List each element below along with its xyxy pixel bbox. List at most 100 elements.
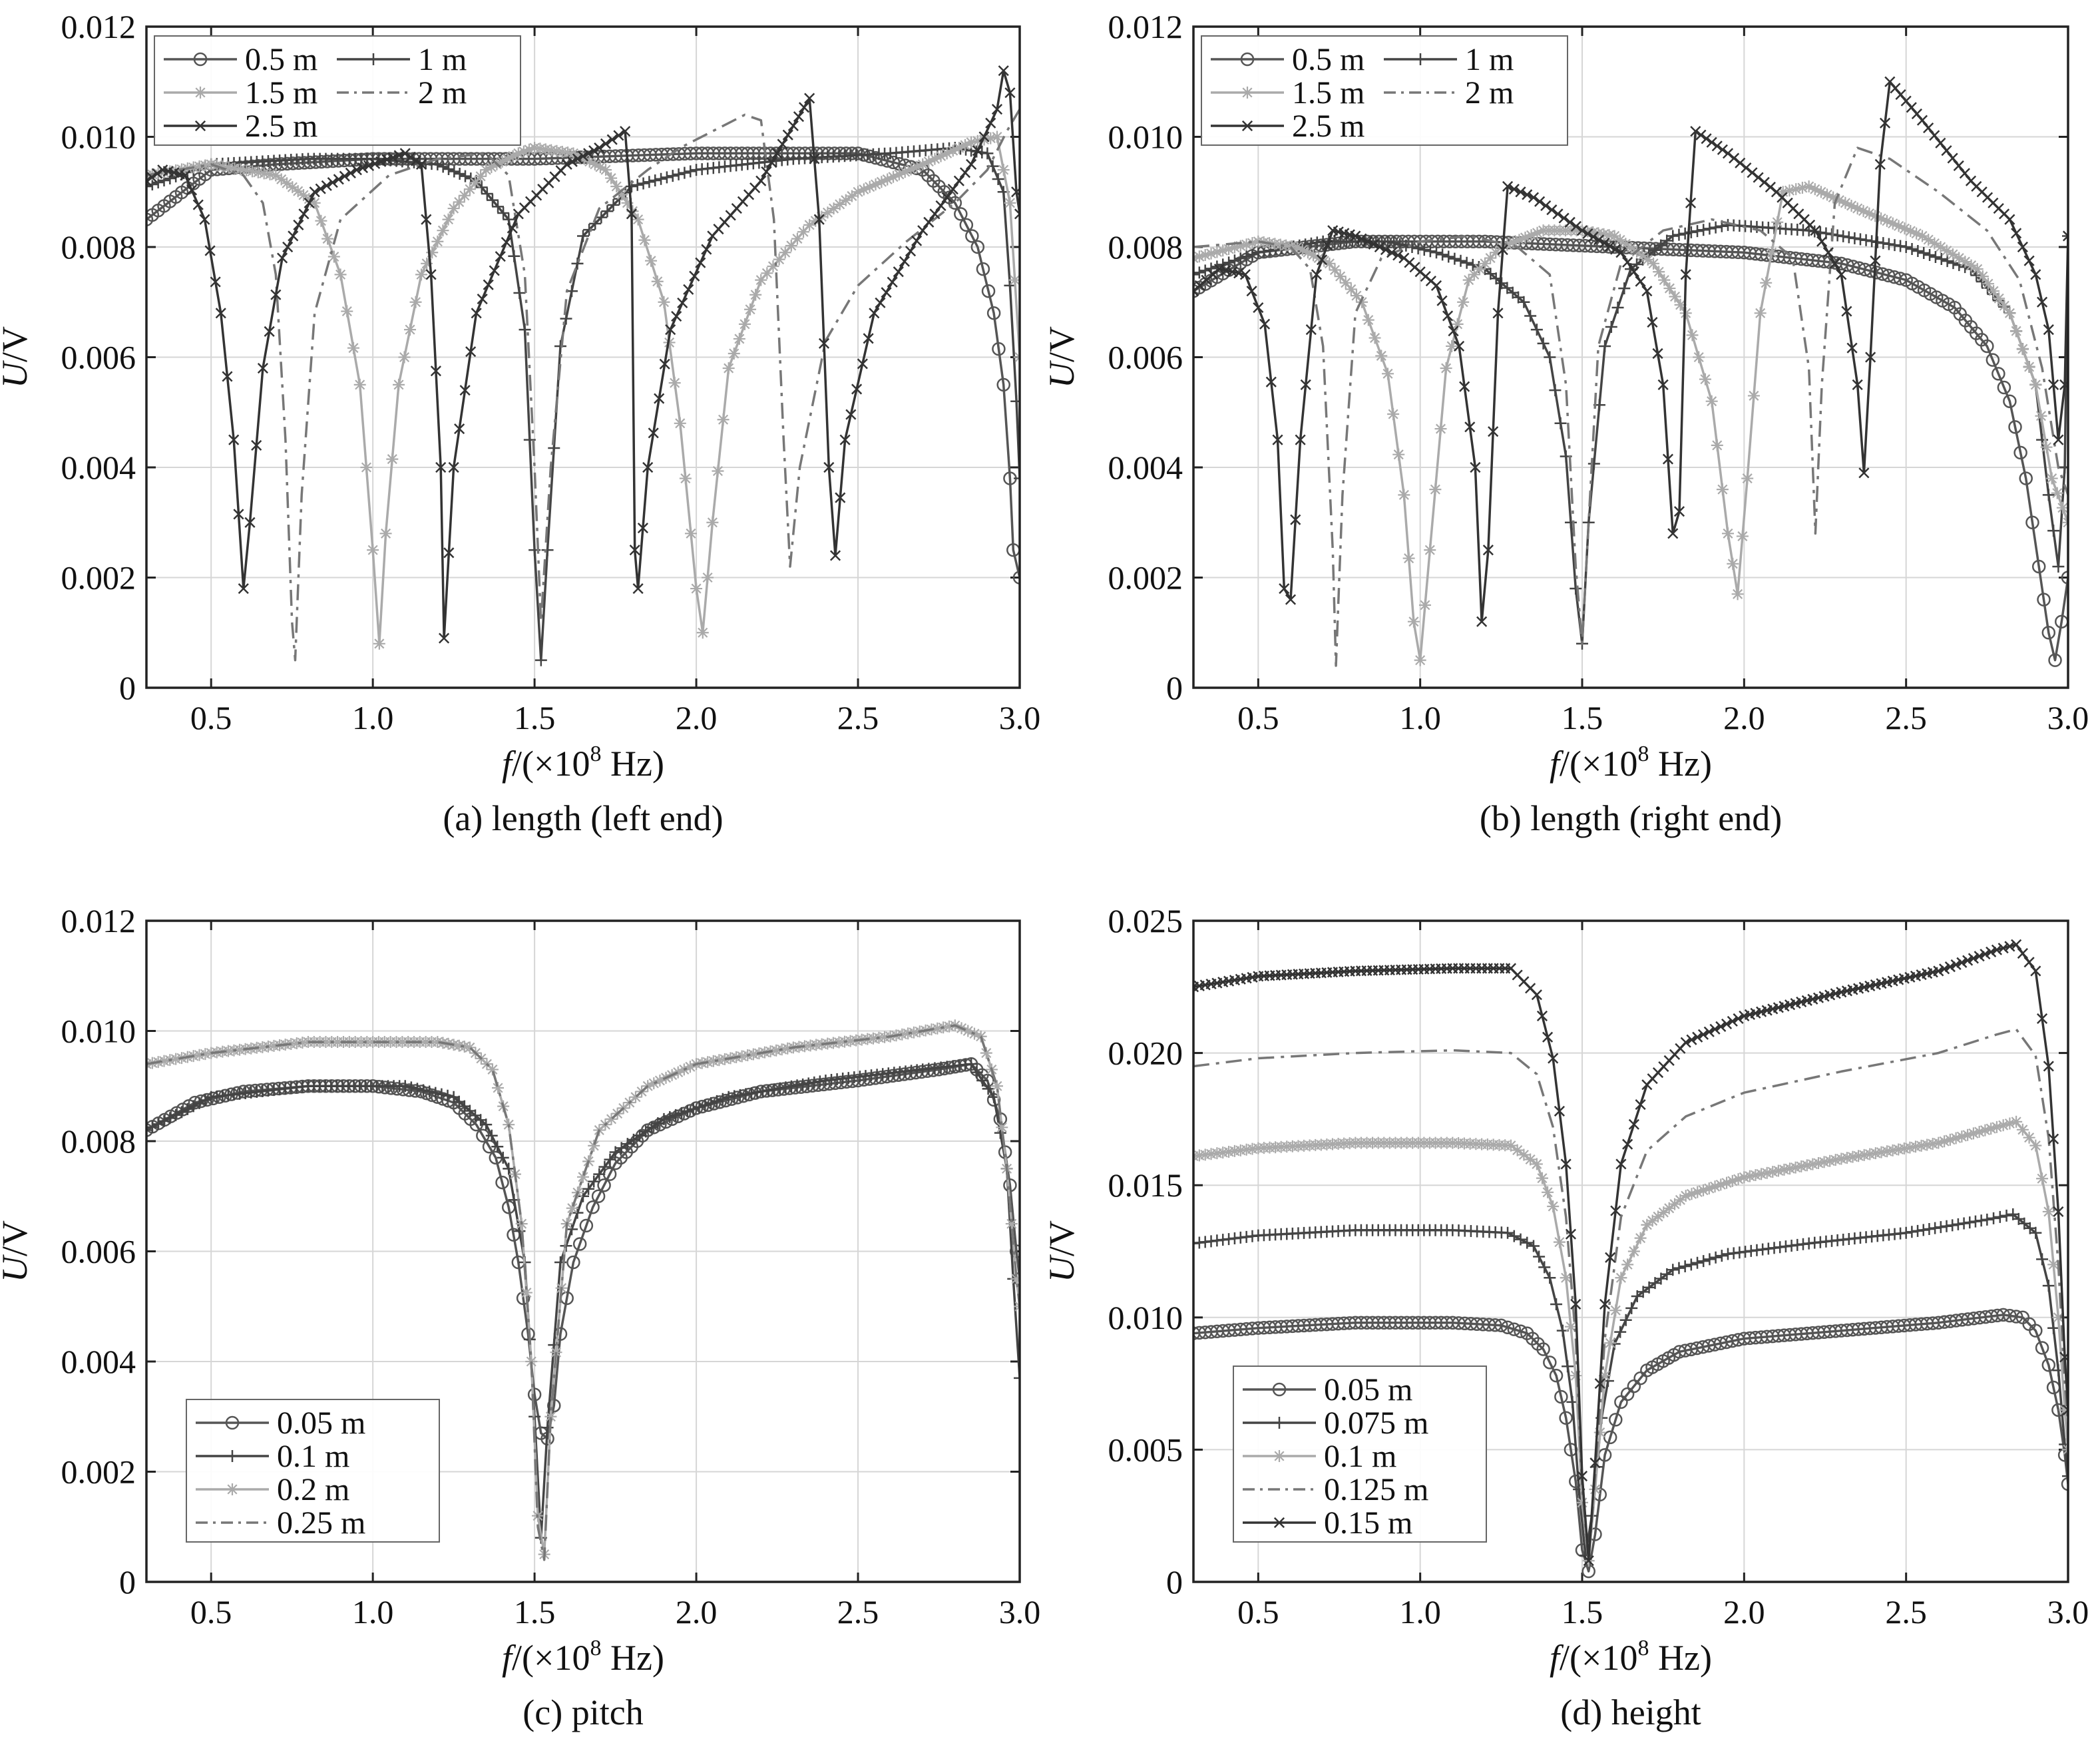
series-marker-2 xyxy=(1926,1138,1939,1150)
series-marker-4 xyxy=(899,256,910,267)
series-marker-1 xyxy=(146,178,158,190)
series-marker-0 xyxy=(640,1123,655,1137)
series-marker-1 xyxy=(1929,251,1942,264)
series-marker-4 xyxy=(1386,247,1398,258)
legend-marker xyxy=(1241,87,1253,99)
legend-box xyxy=(1233,1366,1487,1543)
series-marker-4 xyxy=(1609,244,1621,255)
series-marker-2 xyxy=(672,1066,684,1079)
series-marker-2 xyxy=(1743,1170,1756,1182)
series-marker-4 xyxy=(1239,269,1251,280)
series-marker-2 xyxy=(534,142,546,155)
series-marker-2 xyxy=(869,178,882,190)
series-marker-4 xyxy=(2030,965,2041,977)
series-marker-1 xyxy=(634,1129,646,1142)
series-marker-4 xyxy=(1604,240,1615,252)
series-marker-4 xyxy=(1259,318,1271,330)
series-marker-2 xyxy=(1852,1150,1865,1162)
series-marker-2 xyxy=(684,1061,696,1073)
series-marker-1 xyxy=(1649,244,1661,256)
series-marker-2 xyxy=(1525,229,1538,242)
series-marker-1 xyxy=(1691,225,1704,238)
series-marker-2 xyxy=(645,254,658,267)
series-marker-2 xyxy=(1513,234,1526,246)
series-marker-2 xyxy=(1484,252,1497,264)
series-marker-1 xyxy=(652,1117,664,1130)
legend-label: 0.15 m xyxy=(1324,1505,1412,1541)
series-marker-2 xyxy=(1857,204,1870,217)
series-marker-1 xyxy=(1935,253,1948,266)
legend-item: 1 m xyxy=(337,42,467,77)
series-marker-4 xyxy=(857,358,868,370)
series-marker-2 xyxy=(626,205,639,218)
series-marker-1 xyxy=(1193,266,1205,279)
series-marker-2 xyxy=(334,268,347,281)
series-marker-2 xyxy=(463,183,476,196)
series-marker-4 xyxy=(1865,352,1876,363)
series-marker-4 xyxy=(387,152,399,163)
series-marker-2 xyxy=(744,303,757,316)
series-marker-2 xyxy=(632,213,644,226)
series-marker-1 xyxy=(170,1109,182,1121)
series-marker-4 xyxy=(1488,426,1499,437)
series-marker-2 xyxy=(1641,253,1654,266)
series-marker-2 xyxy=(512,147,525,160)
series-marker-1 xyxy=(1923,1223,1936,1236)
y-tick-label: 0.002 xyxy=(1108,559,1183,597)
series-line-1 xyxy=(1193,224,2068,645)
series-marker-4 xyxy=(1841,306,1852,317)
series-marker-1 xyxy=(1530,324,1543,336)
series-marker-4 xyxy=(665,324,676,336)
series-marker-2 xyxy=(1741,472,1754,485)
chart-panel-d: 0.5 1.0 1.5 2.0 2.5 3.0 0 0.005 0.010 0.015 0.020 0… xyxy=(1042,902,2089,1732)
series-marker-1 xyxy=(1673,228,1685,241)
y-tick-label: 0.012 xyxy=(1108,8,1183,45)
series-marker-4 xyxy=(985,117,996,128)
series-marker-4 xyxy=(1565,1228,1577,1240)
series-marker-4 xyxy=(1628,1119,1639,1130)
series-marker-1 xyxy=(965,1058,978,1071)
series-marker-2 xyxy=(1827,191,1840,204)
series-marker-1 xyxy=(1466,258,1479,271)
series-marker-2 xyxy=(997,164,1010,176)
series-marker-1 xyxy=(1703,1253,1716,1266)
x-tick-label: 1.0 xyxy=(1399,699,1441,736)
series-marker-2 xyxy=(1973,1125,1986,1138)
series-marker-4 xyxy=(863,333,874,344)
legend-marker xyxy=(194,87,206,99)
series-marker-4 xyxy=(911,235,923,246)
series-marker-4 xyxy=(2048,379,2059,390)
series-marker-4 xyxy=(1593,234,1605,246)
series-marker-1 xyxy=(565,1223,578,1236)
series-marker-2 xyxy=(480,164,493,176)
series-marker-2 xyxy=(1755,1168,1768,1180)
series-marker-2 xyxy=(1504,1139,1517,1152)
series-marker-4 xyxy=(1685,197,1697,208)
x-tick-label: 1.0 xyxy=(352,699,394,736)
series-group xyxy=(1193,76,2068,667)
series-marker-1 xyxy=(785,1080,797,1093)
series-marker-2 xyxy=(990,130,1003,143)
series-marker-2 xyxy=(347,342,359,354)
series-marker-2 xyxy=(1800,1159,1813,1172)
series-marker-1 xyxy=(1842,231,1855,244)
series-marker-1 xyxy=(583,224,596,236)
series-marker-4 xyxy=(1531,989,1542,1001)
series-marker-0 xyxy=(566,1255,580,1270)
series-marker-2 xyxy=(1802,180,1815,192)
series-marker-1 xyxy=(1877,237,1890,250)
series-marker-4 xyxy=(972,145,983,156)
series-marker-0 xyxy=(591,1189,606,1203)
legend-label: 0.05 m xyxy=(277,1405,365,1441)
series-marker-4 xyxy=(1279,583,1290,595)
series-marker-1 xyxy=(146,180,152,192)
series-marker-4 xyxy=(1615,1158,1627,1170)
series-marker-4 xyxy=(1959,168,1970,179)
series-marker-4 xyxy=(1829,258,1840,269)
series-marker-4 xyxy=(991,104,1003,115)
series-marker-4 xyxy=(327,176,338,188)
series-marker-1 xyxy=(2042,1280,2055,1292)
series-marker-2 xyxy=(1636,250,1649,262)
series-marker-2 xyxy=(2035,409,2047,422)
series-marker-2 xyxy=(747,1048,759,1061)
